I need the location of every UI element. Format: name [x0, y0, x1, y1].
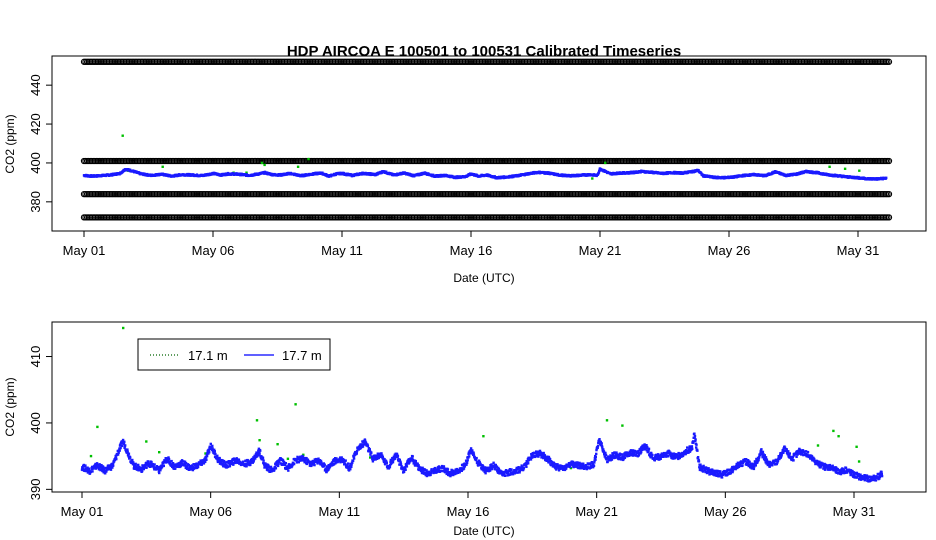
chart-title: HDP AIRCOA E 100501 to 100531 Calibrated…	[287, 43, 681, 60]
top-data-point-17-1m	[263, 163, 266, 167]
top-x-tick-label: May 31	[837, 243, 880, 258]
top-x-tick-label: May 01	[63, 243, 106, 258]
bottom-panel: May 01 May 06 May 11 May 16 May 21 May 26 May …	[3, 321, 927, 538]
bottom-data-point-17-7m	[84, 464, 87, 467]
bottom-data-point-17-7m	[129, 456, 132, 459]
top-y-tick-label: 440	[28, 74, 43, 96]
bottom-data-point-17-7m	[117, 451, 120, 454]
bottom-data-point-17-1m	[605, 419, 609, 422]
top-data-point-17-1m	[591, 177, 594, 180]
bottom-x-tick-label: May 11	[318, 504, 360, 519]
top-calibration-band	[80, 157, 893, 165]
top-data-point-17-1m	[121, 134, 124, 137]
top-data-point-17-1m	[260, 161, 264, 165]
bottom-data-point-17-7m	[91, 470, 94, 473]
bottom-x-tick-label: May 01	[61, 504, 104, 519]
top-data-point-17-1m	[296, 165, 300, 168]
top-x-tick-label: May 26	[708, 243, 751, 258]
top-x-tick-label: May 21	[579, 243, 622, 258]
top-calibration-band	[80, 58, 893, 65]
bottom-data-point-17-1m	[855, 445, 858, 448]
bottom-data-point-17-1m	[96, 425, 99, 429]
bottom-data-point-17-1m	[294, 403, 297, 406]
bottom-data-point-17-7m	[119, 446, 122, 450]
top-data-point-17-1m	[843, 167, 847, 170]
top-calibration-point	[885, 190, 893, 198]
bottom-data-point-17-1m	[276, 443, 279, 446]
bottom-data-point-17-1m	[837, 435, 840, 438]
bottom-x-tick-label: May 06	[189, 504, 232, 519]
top-data-point-17-1m	[161, 165, 164, 168]
bottom-data-point-17-1m	[158, 451, 161, 454]
top-data-point-17-1m	[858, 169, 861, 172]
bottom-data-point-17-1m	[621, 424, 624, 427]
bottom-x-tick-label: May 31	[833, 504, 876, 519]
top-data-point-17-1m	[307, 157, 310, 161]
top-plot-frame	[51, 55, 927, 232]
bottom-data-point-17-1m	[857, 460, 861, 463]
bottom-data-point-17-1m	[255, 419, 259, 422]
top-y-tick-label: 380	[28, 191, 43, 213]
top-calibration-band	[80, 214, 893, 221]
top-calibration-band	[80, 190, 893, 198]
bottom-data-point-17-1m	[122, 326, 125, 330]
bottom-x-tick-label: May 26	[704, 504, 747, 519]
top-x-axis-label: Date (UTC)	[453, 271, 514, 285]
top-x-tick-label: May 06	[192, 243, 235, 258]
top-panel: May 01 May 06 May 11 May 16 May 21 May 26 May …	[3, 55, 927, 285]
bottom-data-point-17-7m	[109, 468, 113, 471]
bottom-data-point-17-7m	[112, 464, 115, 467]
bottom-series-17-7-m	[80, 432, 884, 483]
bottom-data-point-17-1m	[89, 454, 93, 458]
top-y-tick-label: 420	[28, 113, 43, 135]
bottom-y-tick-label: 400	[28, 412, 43, 434]
top-series-calibration-levels	[80, 58, 893, 221]
top-data-point-17-7m	[885, 176, 888, 179]
bottom-data-point-17-7m	[134, 462, 137, 466]
bottom-data-point-17-7m	[118, 449, 121, 452]
bottom-data-point-17-7m	[124, 444, 127, 447]
top-y-axis-label: CO2 (ppm)	[3, 114, 17, 173]
bottom-data-point-17-1m	[482, 435, 485, 438]
top-y-tick-label: 400	[28, 152, 43, 174]
bottom-data-point-17-1m	[816, 444, 820, 447]
bottom-data-point-17-7m	[131, 458, 134, 462]
top-x-tick-label: May 16	[450, 243, 493, 258]
top-calibration-point	[885, 214, 893, 221]
bottom-data-point-17-7m	[137, 463, 140, 467]
bottom-y-tick-label: 390	[28, 478, 43, 500]
bottom-data-point-17-7m	[115, 457, 118, 461]
bottom-data-point-17-1m	[832, 429, 835, 433]
top-plot-marks: May 01 May 06 May 11 May 16 May 21 May 26 May …	[28, 58, 893, 258]
bottom-x-tick-label: May 21	[575, 504, 618, 519]
bottom-data-point-17-7m	[123, 440, 126, 443]
top-series-17-7-m	[82, 167, 888, 181]
top-data-point-17-1m	[828, 165, 831, 168]
bottom-data-point-17-1m	[286, 457, 290, 460]
bottom-data-point-17-7m	[126, 448, 129, 451]
top-x-tick-label: May 11	[321, 243, 363, 258]
bottom-y-tick-label: 410	[28, 346, 43, 368]
top-calibration-point	[885, 157, 893, 165]
top-data-point-17-1m	[604, 161, 607, 165]
bottom-x-tick-label: May 16	[447, 504, 490, 519]
bottom-data-point-17-1m	[258, 439, 261, 442]
bottom-data-point-17-1m	[145, 440, 148, 443]
bottom-data-point-17-7m	[127, 452, 131, 455]
